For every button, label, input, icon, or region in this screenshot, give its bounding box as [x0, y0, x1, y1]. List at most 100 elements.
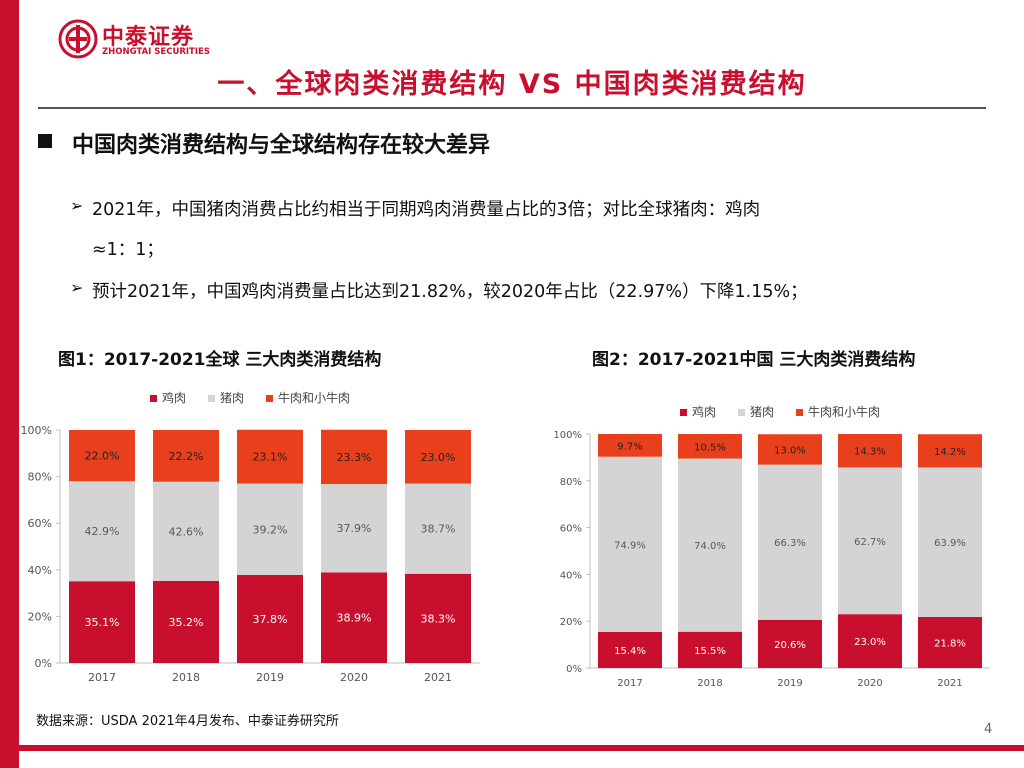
data-label: 23.3% — [337, 451, 372, 464]
bar-segment — [69, 481, 135, 582]
china-meat-structure-chart: 鸡肉 猪肉 牛肉和小牛肉 0% 20% 40% 60% 80% 100% 15.4% 74.9% 9.… — [553, 404, 990, 689]
bar-segment — [237, 429, 303, 484]
x-tick-label: 2019 — [256, 671, 284, 684]
bar-segment — [918, 434, 982, 468]
data-label: 37.9% — [337, 522, 372, 535]
legend-swatch — [738, 409, 745, 416]
bullet-text: ≈1：1； — [92, 240, 164, 260]
bar-segment — [405, 573, 471, 663]
data-label: 62.7% — [854, 537, 886, 548]
data-label: 14.2% — [934, 447, 966, 458]
section-square-icon — [38, 134, 52, 148]
y-tick-label: 80% — [28, 471, 52, 484]
brand-logo-icon — [58, 19, 98, 59]
data-label: 74.9% — [614, 540, 646, 551]
data-label: 23.0% — [421, 451, 456, 464]
y-tick-label: 100% — [553, 430, 582, 441]
legend-label: 鸡肉 — [162, 390, 186, 405]
bullet-text: 预计2021年，中国鸡肉消费量占比达到21.82%，较2020年占比（22.97… — [92, 282, 808, 302]
bar-segment — [153, 481, 219, 581]
x-tick-label: 2021 — [937, 678, 962, 689]
data-source-note: 数据来源：USDA 2021年4月发布、中泰证券研究所 — [36, 714, 339, 729]
bar-segment — [598, 456, 662, 632]
bar-segment — [678, 631, 742, 668]
global-meat-structure-chart: 鸡肉 猪肉 牛肉和小牛肉 0% 20% 40% 60% 80% 100% 35.1% 42.9% 22… — [21, 390, 480, 684]
bar-segment — [678, 434, 742, 459]
legend-swatch — [680, 409, 687, 416]
bar-segment — [405, 483, 471, 574]
y-tick-label: 40% — [560, 570, 582, 581]
data-label: 74.0% — [694, 541, 726, 552]
bar-segment — [237, 483, 303, 575]
data-label: 42.6% — [169, 525, 204, 538]
left-accent-bar — [0, 0, 19, 768]
y-tick-label: 20% — [28, 610, 52, 623]
data-label: 20.6% — [774, 640, 806, 651]
bar-segment — [758, 434, 822, 465]
legend-label: 猪肉 — [220, 391, 244, 405]
bar-segment — [918, 616, 982, 668]
data-label: 9.7% — [617, 441, 642, 452]
data-label: 10.5% — [694, 442, 726, 453]
bar-segment — [69, 581, 135, 663]
legend-label: 猪肉 — [750, 405, 774, 419]
x-tick-label: 2020 — [340, 671, 368, 684]
y-tick-label: 0% — [35, 657, 52, 670]
data-label: 21.8% — [934, 638, 966, 649]
data-label: 35.1% — [85, 616, 120, 629]
x-tick-label: 2020 — [857, 678, 882, 689]
y-tick-label: 60% — [28, 517, 52, 530]
bar-segment — [758, 464, 822, 620]
data-label: 15.4% — [614, 646, 646, 657]
data-label: 39.2% — [253, 523, 288, 536]
data-label: 38.7% — [421, 523, 456, 536]
bar-segment — [598, 631, 662, 668]
x-tick-label: 2017 — [88, 671, 116, 684]
x-tick-label: 2018 — [697, 678, 722, 689]
legend-swatch — [266, 395, 273, 402]
data-label: 63.9% — [934, 538, 966, 549]
x-tick-label: 2018 — [172, 671, 200, 684]
y-tick-label: 0% — [566, 664, 582, 675]
title-divider — [38, 107, 986, 109]
bar-segment — [153, 580, 219, 663]
data-label: 42.9% — [85, 525, 120, 538]
x-tick-label: 2021 — [424, 671, 452, 684]
y-tick-label: 100% — [21, 424, 52, 437]
data-label: 22.2% — [169, 450, 204, 463]
bar-segment — [838, 614, 902, 668]
y-tick-label: 60% — [560, 524, 582, 535]
bar-segment — [321, 484, 387, 573]
legend-swatch — [208, 395, 215, 402]
chart-title: 图1：2017-2021全球 三大肉类消费结构 — [58, 350, 382, 370]
y-tick-label: 20% — [560, 617, 582, 628]
data-label: 35.2% — [169, 616, 204, 629]
bar-segment — [838, 467, 902, 615]
legend-swatch — [150, 395, 157, 402]
data-label: 14.3% — [854, 447, 886, 458]
arrow-bullet-icon: ➢ — [70, 278, 84, 297]
section-heading: 中国肉类消费结构与全球结构存在较大差异 — [72, 133, 491, 158]
brand-logo: 中泰证券 ZHONGTAI SECURITIES — [58, 13, 218, 65]
bullet-text: 2021年，中国猪肉消费占比约相当于同期鸡肉消费量占比的3倍；对比全球猪肉：鸡肉 — [92, 200, 761, 220]
arrow-bullet-icon: ➢ — [70, 196, 84, 215]
bar-segment — [918, 467, 982, 617]
bar-segment — [598, 434, 662, 457]
bar-segment — [321, 429, 387, 485]
bar-segment — [321, 572, 387, 663]
footer-bar — [0, 745, 1024, 751]
page-number: 4 — [984, 722, 993, 737]
x-tick-label: 2019 — [777, 678, 802, 689]
legend-label: 鸡肉 — [692, 404, 716, 419]
data-label: 38.3% — [421, 612, 456, 625]
legend-label: 牛肉和小牛肉 — [808, 404, 880, 419]
bar-segment — [69, 430, 135, 482]
y-tick-label: 80% — [560, 477, 582, 488]
bar-segment — [153, 430, 219, 482]
chart-title: 图2：2017-2021中国 三大肉类消费结构 — [592, 350, 916, 370]
data-label: 66.3% — [774, 538, 806, 549]
data-label: 38.9% — [337, 612, 372, 625]
legend-label: 牛肉和小牛肉 — [278, 390, 350, 405]
data-label: 23.0% — [854, 637, 886, 648]
brand-name-en: ZHONGTAI SECURITIES — [102, 47, 210, 57]
